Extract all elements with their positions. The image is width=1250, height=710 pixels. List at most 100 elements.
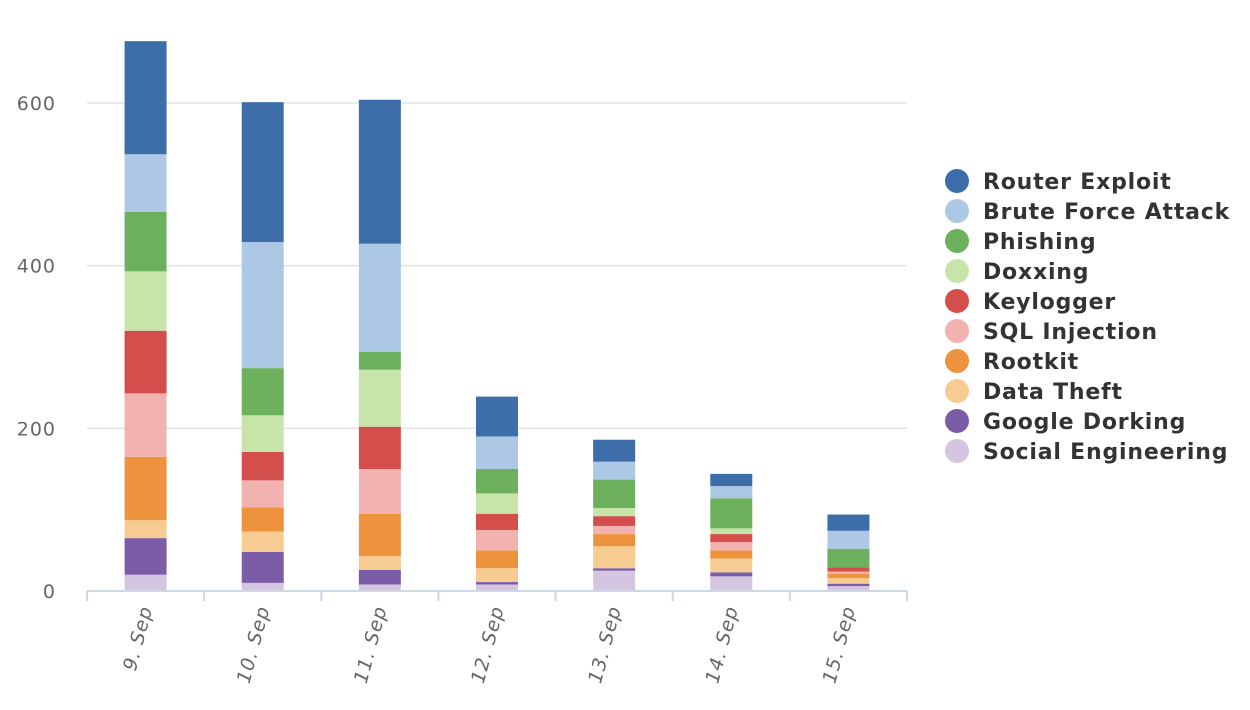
legend-item-sql-injection: SQL Injection — [945, 319, 1158, 345]
legend-swatch — [945, 349, 969, 373]
bar-segment-rootkit-12-sep — [476, 550, 518, 569]
bar-segment-doxxing-11-sep — [358, 369, 401, 427]
bar-segment-sql-injection-11-sep — [358, 469, 401, 514]
bar-segment-brute-force-attack-11-sep — [358, 243, 401, 352]
legend: Router Exploit Brute Force Attack Phishing… — [945, 169, 1231, 465]
bar-segment-google-dorking-15-sep — [827, 583, 870, 587]
bar-segment-keylogger-10-sep — [241, 451, 284, 481]
legend-swatch — [945, 169, 969, 193]
bar-segment-google-dorking-10-sep — [241, 551, 284, 583]
bar-segment-phishing-11-sep — [358, 351, 401, 370]
bar-segment-data-theft-15-sep — [827, 577, 870, 584]
bar-segment-data-theft-13-sep — [593, 546, 636, 569]
legend-label: Brute Force Attack — [983, 200, 1231, 225]
bar-segment-sql-injection-9-sep — [124, 393, 167, 457]
legend-label: Keylogger — [983, 290, 1116, 315]
bar-segment-rootkit-9-sep — [124, 456, 167, 521]
bar-segment-phishing-12-sep — [476, 469, 518, 494]
y-tick-label: 600 — [17, 93, 56, 115]
bar-segment-data-theft-12-sep — [476, 568, 518, 583]
bar-segment-phishing-9-sep — [124, 211, 167, 272]
x-tick-label: 12. Sep — [467, 604, 509, 686]
bar-segment-phishing-15-sep — [827, 548, 870, 568]
legend-item-phishing: Phishing — [945, 229, 1096, 255]
bar-segment-router-exploit-11-sep — [358, 99, 401, 244]
bar-segment-brute-force-attack-9-sep — [124, 154, 167, 212]
legend-swatch — [945, 259, 969, 283]
x-axis-tick-labels: 9. Sep 10. Sep 11. Sep 12. Sep 13. Sep 14. Se… — [119, 604, 860, 686]
legend-label: Rootkit — [983, 350, 1079, 375]
legend-swatch — [945, 229, 969, 253]
bar-segment-doxxing-9-sep — [124, 271, 167, 331]
bar-segment-google-dorking-14-sep — [710, 572, 753, 577]
bars — [124, 41, 870, 591]
legend-swatch — [945, 379, 969, 403]
legend-item-router-exploit: Router Exploit — [945, 169, 1171, 195]
bar-segment-keylogger-9-sep — [124, 330, 167, 394]
legend-item-google-dorking: Google Dorking — [945, 409, 1186, 435]
bar-segment-sql-injection-15-sep — [827, 571, 870, 574]
bar-segment-rootkit-13-sep — [593, 534, 636, 547]
bar-segment-data-theft-9-sep — [124, 520, 167, 539]
bar-segment-sql-injection-13-sep — [593, 525, 636, 535]
bar-segment-rootkit-14-sep — [710, 550, 753, 559]
legend-swatch — [945, 199, 969, 223]
legend-label: Data Theft — [983, 380, 1123, 405]
bar-segment-google-dorking-11-sep — [358, 569, 401, 585]
bar-segment-data-theft-14-sep — [710, 558, 753, 573]
y-tick-label: 400 — [17, 256, 56, 278]
x-tick-label: 9. Sep — [119, 604, 157, 673]
legend-swatch — [945, 409, 969, 433]
bar-segment-router-exploit-9-sep — [124, 41, 167, 155]
bar-segment-social-engineering-9-sep — [124, 574, 167, 591]
bar-segment-social-engineering-11-sep — [358, 584, 401, 591]
bar-segment-social-engineering-14-sep — [710, 576, 753, 591]
bar-segment-social-engineering-12-sep — [476, 584, 518, 591]
bar-segment-social-engineering-10-sep — [241, 582, 284, 591]
y-axis-tick-labels: 0 200 400 600 — [17, 93, 56, 603]
bar-segment-brute-force-attack-15-sep — [827, 530, 870, 549]
legend-item-rootkit: Rootkit — [945, 349, 1079, 375]
legend-swatch — [945, 439, 969, 463]
bar-segment-brute-force-attack-14-sep — [710, 486, 753, 499]
legend-swatch — [945, 289, 969, 313]
bar-segment-router-exploit-15-sep — [827, 514, 870, 531]
bar-segment-brute-force-attack-10-sep — [241, 242, 284, 369]
bar-segment-phishing-14-sep — [710, 498, 753, 529]
bar-segment-doxxing-12-sep — [476, 493, 518, 514]
x-tick-label: 10. Sep — [233, 604, 275, 686]
bar-segment-rootkit-10-sep — [241, 507, 284, 532]
bar-segment-google-dorking-9-sep — [124, 538, 167, 575]
bar-segment-router-exploit-14-sep — [710, 473, 753, 487]
y-tick-label: 200 — [17, 418, 56, 440]
x-axis — [86, 590, 908, 601]
legend-label: Google Dorking — [983, 410, 1186, 435]
bar-segment-google-dorking-13-sep — [593, 568, 636, 571]
legend-item-doxxing: Doxxing — [945, 259, 1089, 285]
legend-label: SQL Injection — [983, 320, 1158, 345]
bar-segment-keylogger-12-sep — [476, 513, 518, 530]
legend-item-social-engineering: Social Engineering — [945, 439, 1227, 465]
bar-segment-router-exploit-10-sep — [241, 102, 284, 243]
legend-item-data-theft: Data Theft — [945, 379, 1123, 405]
bar-segment-sql-injection-12-sep — [476, 530, 518, 551]
bar-segment-doxxing-13-sep — [593, 508, 636, 517]
x-tick-label: 11. Sep — [350, 604, 392, 686]
bar-segment-keylogger-15-sep — [827, 567, 870, 572]
legend-swatch — [945, 319, 969, 343]
bar-segment-data-theft-10-sep — [241, 531, 284, 552]
bar-segment-sql-injection-10-sep — [241, 480, 284, 508]
y-tick-label: 0 — [43, 581, 56, 603]
legend-label: Doxxing — [983, 260, 1089, 285]
bar-segment-keylogger-14-sep — [710, 534, 753, 543]
legend-item-keylogger: Keylogger — [945, 289, 1116, 315]
bar-segment-social-engineering-13-sep — [593, 570, 636, 591]
bar-segment-rootkit-15-sep — [827, 573, 870, 578]
bar-segment-brute-force-attack-13-sep — [593, 461, 636, 480]
grid-lines — [87, 102, 907, 430]
bar-segment-google-dorking-12-sep — [476, 582, 518, 585]
bar-segment-doxxing-14-sep — [710, 528, 753, 535]
bar-segment-keylogger-13-sep — [593, 516, 636, 526]
